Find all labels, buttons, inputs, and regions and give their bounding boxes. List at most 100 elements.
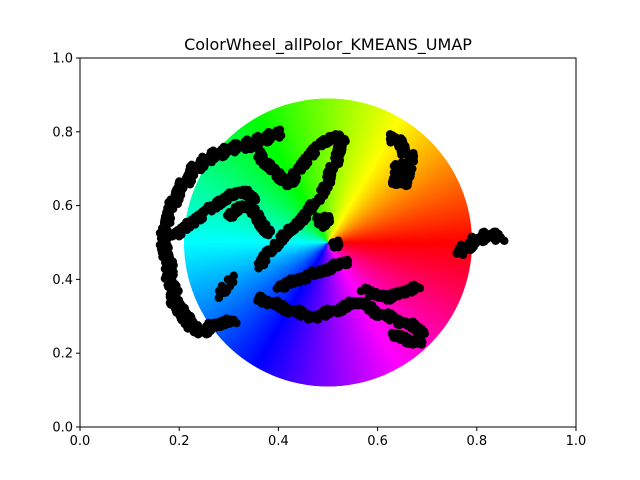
wheel-segment	[328, 242, 472, 357]
data-point	[288, 168, 297, 177]
data-point	[254, 149, 264, 159]
wheel-segment	[328, 98, 435, 243]
wheel-segment	[328, 242, 472, 312]
wheel-segment	[328, 242, 472, 360]
wheel-segment	[262, 242, 328, 387]
wheel-segment	[328, 242, 471, 370]
point-cluster	[222, 198, 276, 240]
x-tick-label: 0.0	[70, 434, 91, 449]
wheel-segment	[328, 242, 472, 287]
wheel-segment	[290, 242, 328, 387]
wheel-segment	[328, 98, 397, 243]
wheel-segment	[293, 242, 328, 387]
data-point	[333, 241, 343, 251]
data-point	[403, 284, 413, 293]
wheel-segment	[328, 98, 421, 243]
wheel-segment	[328, 98, 424, 243]
data-point	[214, 293, 224, 303]
point-cluster	[387, 328, 427, 349]
wheel-segment	[256, 242, 328, 387]
wheel-segment	[328, 242, 472, 271]
point-cluster	[452, 227, 509, 259]
wheel-segment	[300, 242, 328, 387]
wheel-segment	[328, 242, 472, 290]
wheel-segment	[250, 242, 328, 387]
y-tick-label: 0.2	[52, 347, 73, 362]
wheel-segment	[328, 98, 448, 243]
y-tick-label: 1.0	[52, 52, 73, 67]
wheel-segment	[328, 242, 472, 300]
wheel-segment	[328, 242, 472, 365]
wheel-segment	[328, 242, 472, 309]
wheel-segment	[328, 242, 472, 265]
point-cluster	[168, 185, 261, 241]
wheel-segment	[328, 98, 391, 243]
y-tick-label: 0.4	[52, 273, 73, 288]
wheel-segment	[328, 98, 379, 243]
wheel-segment	[328, 98, 385, 243]
data-point	[214, 286, 224, 296]
wheel-segment	[328, 98, 412, 243]
data-point	[418, 326, 427, 336]
wheel-segment	[265, 242, 328, 387]
y-tick-label: 0.8	[52, 125, 73, 140]
wheel-segment	[328, 98, 415, 243]
data-point	[497, 234, 506, 244]
x-tick-label: 0.8	[466, 434, 487, 449]
wheel-segment	[316, 242, 328, 387]
point-cluster	[312, 211, 335, 232]
data-point	[221, 288, 230, 297]
wheel-segment	[328, 242, 472, 284]
plot-frame	[79, 57, 577, 428]
wheel-segment	[328, 242, 472, 296]
wheel-segment	[328, 98, 369, 243]
data-point	[408, 164, 417, 173]
wheel-segment	[328, 98, 382, 243]
wheel-segment	[328, 242, 472, 281]
wheel-segment	[328, 98, 443, 243]
wheel-segment	[328, 98, 400, 243]
data-point	[326, 262, 335, 271]
wheel-segment	[328, 98, 409, 243]
wheel-segment	[247, 242, 328, 387]
wheel-segment	[328, 242, 472, 268]
wheel-segment	[284, 242, 328, 387]
wheel-segment	[328, 242, 472, 303]
wheel-segment	[328, 242, 472, 315]
wheel-segment	[328, 98, 403, 243]
wheel-segment	[312, 242, 328, 387]
y-tick-label: 0.0	[52, 421, 73, 436]
data-point	[274, 127, 283, 136]
chart-title: ColorWheel_allPolor_KMEANS_UMAP	[184, 35, 472, 55]
x-tick-label: 0.4	[268, 434, 289, 449]
x-axis: 0.0 0.2 0.4 0.6 0.8 1.0	[70, 427, 587, 449]
point-cluster	[253, 137, 348, 273]
data-point	[264, 230, 273, 240]
data-point	[311, 141, 320, 150]
data-point	[338, 138, 348, 148]
wheel-segment	[328, 98, 429, 243]
point-cluster	[385, 130, 419, 191]
y-axis: 0.0 0.2 0.4 0.6 0.8 1.0	[52, 52, 80, 436]
wheel-segment	[274, 242, 328, 387]
wheel-segment	[328, 242, 472, 306]
wheel-segment	[268, 242, 328, 387]
wheel-segment	[328, 98, 427, 243]
data-point	[343, 256, 353, 266]
x-tick-label: 1.0	[566, 434, 587, 449]
wheel-segment	[244, 242, 328, 387]
point-cluster	[356, 280, 425, 305]
wheel-segment	[328, 98, 418, 243]
wheel-segment	[328, 242, 472, 362]
data-point	[228, 278, 238, 287]
point-cluster	[253, 291, 429, 338]
wheel-segment	[241, 242, 328, 387]
wheel-segment	[328, 98, 394, 243]
wheel-segment	[328, 98, 432, 243]
data-point	[413, 282, 422, 291]
wheel-segment	[253, 242, 328, 387]
wheel-segment	[309, 242, 328, 387]
wheel-segment	[328, 242, 472, 258]
wheel-segment	[287, 242, 328, 387]
wheel-segment	[328, 242, 472, 261]
